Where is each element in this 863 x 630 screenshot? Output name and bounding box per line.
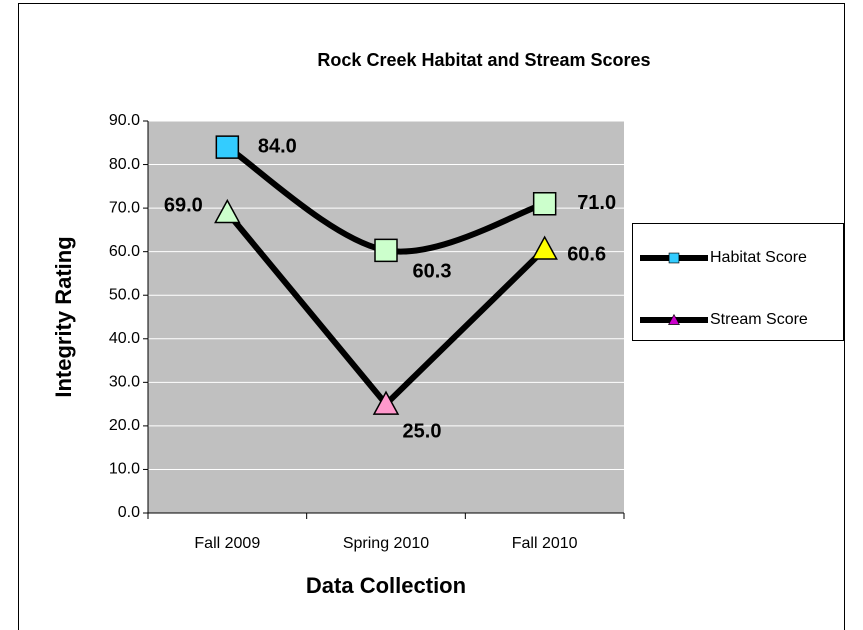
data-label: 71.0 xyxy=(577,192,616,214)
plot-area xyxy=(148,121,624,513)
legend-marker xyxy=(668,313,680,325)
x-tick-label: Fall 2009 xyxy=(194,535,260,552)
legend-label: Habitat Score xyxy=(710,249,807,266)
data-label: 60.6 xyxy=(567,243,606,265)
y-tick-label: 20.0 xyxy=(109,417,140,434)
data-point xyxy=(215,135,240,159)
x-tick-label: Spring 2010 xyxy=(343,535,429,552)
legend-label: Stream Score xyxy=(710,311,808,328)
data-label: 60.3 xyxy=(413,261,452,283)
y-tick-label: 70.0 xyxy=(109,199,140,216)
x-tick-label: Fall 2010 xyxy=(512,535,578,552)
y-tick-label: 0.0 xyxy=(118,504,140,521)
y-tick-label: 80.0 xyxy=(109,156,140,173)
data-point xyxy=(531,235,558,260)
y-tick-label: 60.0 xyxy=(109,243,140,260)
y-tick-label: 50.0 xyxy=(109,286,140,303)
data-point xyxy=(214,198,241,224)
data-label: 69.0 xyxy=(164,195,203,217)
y-tick-label: 10.0 xyxy=(109,461,140,478)
y-tick-label: 40.0 xyxy=(109,330,140,347)
data-point xyxy=(372,390,400,415)
y-tick-label: 30.0 xyxy=(109,374,140,391)
data-point xyxy=(374,238,398,263)
chart-title: Rock Creek Habitat and Stream Scores xyxy=(317,50,650,70)
y-axis-title: Integrity Rating xyxy=(51,236,76,397)
y-tick-label: 90.0 xyxy=(109,112,140,129)
legend-marker xyxy=(668,252,680,264)
data-point xyxy=(532,192,557,216)
data-label: 84.0 xyxy=(258,135,297,157)
data-label: 25.0 xyxy=(403,420,442,442)
x-axis-title: Data Collection xyxy=(306,573,466,598)
